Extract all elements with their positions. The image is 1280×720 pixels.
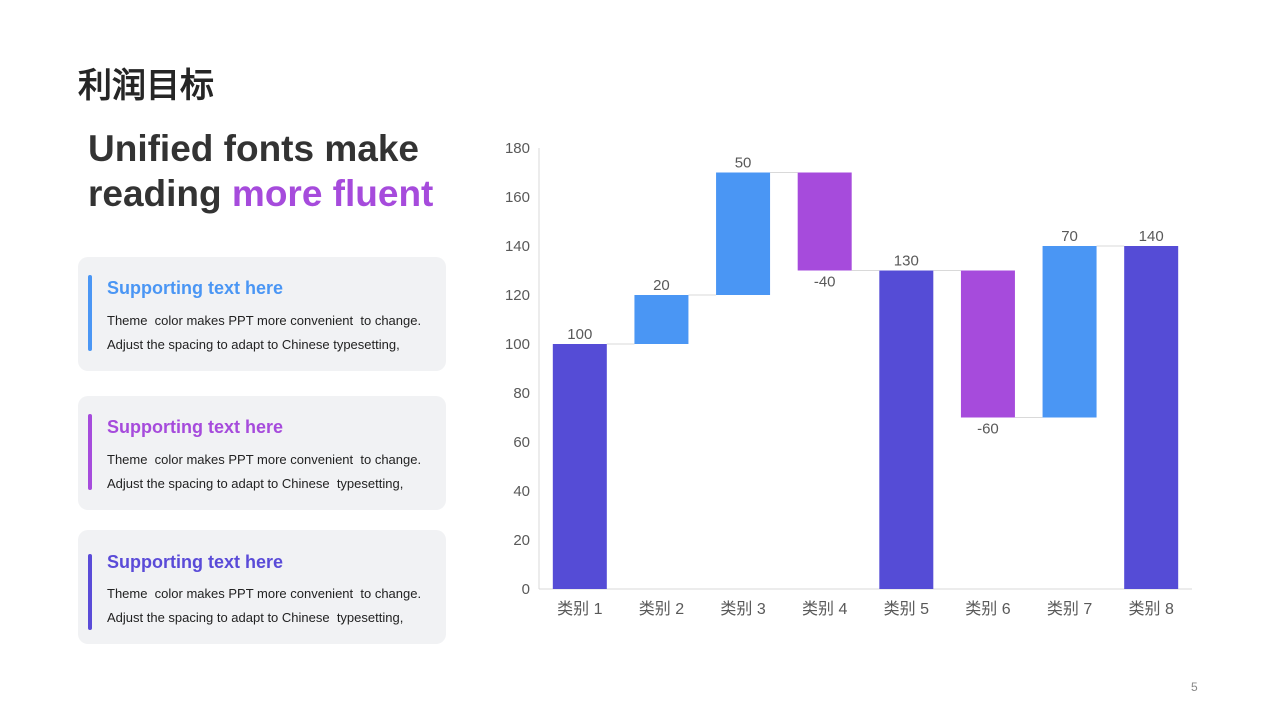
support-card-3: Supporting text here Theme color makes P… — [78, 530, 446, 644]
y-tick-label: 60 — [513, 434, 530, 451]
bar-1 — [552, 344, 607, 589]
x-tick-label: 类别 1 — [557, 600, 602, 618]
headline: Unified fonts make reading more fluent — [88, 126, 433, 216]
headline-accent: more fluent — [231, 173, 434, 214]
data-label: 100 — [567, 326, 592, 343]
data-label: -60 — [977, 421, 999, 438]
support-card-1: Supporting text here Theme color makes P… — [78, 257, 446, 371]
card-accent-bar — [88, 554, 92, 630]
y-tick-label: 0 — [522, 581, 530, 598]
x-tick-label: 类别 8 — [1129, 600, 1174, 618]
data-label: 20 — [653, 277, 670, 294]
card-accent-bar — [88, 275, 92, 351]
data-label: -40 — [814, 274, 836, 291]
bar-6 — [960, 270, 1015, 418]
data-label: 140 — [1139, 228, 1164, 245]
x-tick-label: 类别 6 — [965, 600, 1010, 618]
page-title: 利润目标 — [78, 66, 214, 106]
card-title: Supporting text here — [107, 417, 284, 437]
y-tick-label: 100 — [505, 336, 530, 353]
page-number: 5 — [1191, 680, 1198, 694]
card-text-line-1: Theme color makes PPT more convenient to… — [107, 313, 422, 328]
card-title: Supporting text here — [107, 552, 284, 572]
x-tick-label: 类别 4 — [802, 600, 847, 618]
y-tick-label: 180 — [505, 140, 530, 157]
card-title: Supporting text here — [107, 278, 284, 298]
bar-3 — [716, 172, 771, 295]
support-card-2: Supporting text here Theme color makes P… — [78, 396, 446, 510]
x-tick-label: 类别 5 — [884, 600, 929, 618]
card-text-line-1: Theme color makes PPT more convenient to… — [107, 452, 422, 467]
card-text-line-2: Adjust the spacing to adapt to Chinese t… — [107, 610, 404, 625]
card-accent-bar — [88, 414, 92, 490]
x-tick-label: 类别 2 — [639, 600, 684, 618]
data-label: 130 — [894, 253, 919, 270]
card-text-line-1: Theme color makes PPT more convenient to… — [107, 586, 422, 601]
headline-line2: reading — [88, 173, 232, 214]
bar-4 — [797, 172, 852, 271]
card-text-line-2: Adjust the spacing to adapt to Chinese t… — [107, 476, 404, 491]
y-tick-label: 80 — [513, 385, 530, 402]
y-tick-label: 120 — [505, 287, 530, 304]
y-tick-label: 20 — [513, 532, 530, 549]
bar-8 — [1124, 246, 1179, 589]
card-text-line-2: Adjust the spacing to adapt to Chinese t… — [107, 337, 400, 352]
headline-line1: Unified fonts make — [88, 128, 419, 169]
x-tick-label: 类别 3 — [720, 600, 765, 618]
data-label: 70 — [1061, 228, 1078, 245]
y-tick-label: 140 — [505, 238, 530, 255]
bar-5 — [879, 270, 934, 589]
y-tick-label: 40 — [513, 483, 530, 500]
data-label: 50 — [735, 155, 752, 172]
y-tick-label: 160 — [505, 189, 530, 206]
bar-2 — [634, 295, 689, 344]
x-tick-label: 类别 7 — [1047, 600, 1092, 618]
bar-7 — [1042, 246, 1097, 418]
